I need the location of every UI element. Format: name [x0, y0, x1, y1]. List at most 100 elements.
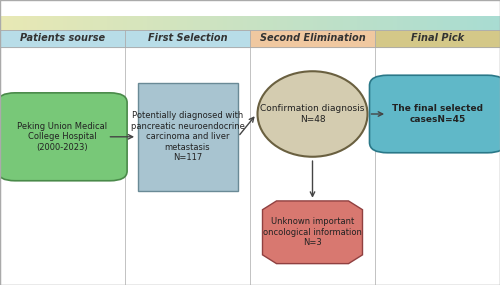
Bar	[375, 30, 500, 47]
Bar	[320, 16, 324, 30]
Bar	[56, 16, 60, 30]
Bar	[24, 16, 26, 30]
Bar	[366, 16, 370, 30]
Bar	[460, 16, 464, 30]
Bar	[26, 16, 30, 30]
Bar	[180, 16, 184, 30]
Ellipse shape	[258, 71, 368, 157]
Bar	[44, 16, 46, 30]
Bar	[254, 16, 256, 30]
Bar	[380, 16, 384, 30]
Bar	[40, 16, 43, 30]
Bar	[374, 16, 376, 30]
Bar	[364, 16, 366, 30]
Bar	[394, 16, 396, 30]
Bar	[104, 16, 106, 30]
Bar	[304, 16, 306, 30]
Bar	[136, 16, 140, 30]
Bar	[256, 16, 260, 30]
Text: Peking Union Medical
College Hospital
(2000-2023): Peking Union Medical College Hospital (2…	[18, 122, 108, 152]
Text: Confirmation diagnosis
N=48: Confirmation diagnosis N=48	[260, 104, 364, 124]
Bar	[260, 16, 264, 30]
Bar	[424, 16, 426, 30]
Bar	[160, 16, 164, 30]
Bar	[264, 16, 266, 30]
FancyBboxPatch shape	[0, 93, 127, 181]
Bar	[330, 16, 334, 30]
Bar	[244, 16, 246, 30]
Bar	[314, 16, 316, 30]
Bar	[426, 16, 430, 30]
Bar	[166, 16, 170, 30]
Bar	[216, 16, 220, 30]
Bar	[464, 16, 466, 30]
Bar	[326, 16, 330, 30]
Bar	[420, 16, 424, 30]
Bar	[454, 16, 456, 30]
Bar	[144, 16, 146, 30]
Bar	[496, 16, 500, 30]
Bar	[356, 16, 360, 30]
Bar	[186, 16, 190, 30]
Bar	[306, 16, 310, 30]
Bar	[246, 16, 250, 30]
Bar	[354, 16, 356, 30]
Bar	[346, 16, 350, 30]
Bar	[406, 16, 410, 30]
Bar	[350, 16, 354, 30]
Bar	[0, 30, 125, 47]
Bar	[54, 16, 56, 30]
Bar	[286, 16, 290, 30]
Bar	[450, 16, 454, 30]
Text: Patients sourse: Patients sourse	[20, 33, 105, 44]
Text: Final Pick: Final Pick	[411, 33, 464, 44]
Bar	[74, 16, 76, 30]
Bar	[146, 16, 150, 30]
Bar	[294, 16, 296, 30]
Bar	[96, 16, 100, 30]
Bar	[100, 16, 103, 30]
Bar	[50, 16, 53, 30]
Bar	[0, 47, 500, 285]
Bar	[138, 83, 237, 191]
Bar	[30, 16, 34, 30]
Bar	[174, 16, 176, 30]
Bar	[204, 16, 206, 30]
Bar	[410, 16, 414, 30]
Bar	[120, 16, 124, 30]
Text: First Selection: First Selection	[148, 33, 228, 44]
Bar	[140, 16, 143, 30]
Bar	[236, 16, 240, 30]
Bar	[86, 16, 90, 30]
Bar	[154, 16, 156, 30]
Bar	[476, 16, 480, 30]
Bar	[414, 16, 416, 30]
Bar	[276, 16, 280, 30]
Bar	[344, 16, 346, 30]
Bar	[386, 16, 390, 30]
Bar	[190, 16, 194, 30]
Bar	[324, 16, 326, 30]
Text: Potentially diagnosed with
pancreatic neuroendocrine
carcinoma and liver
metasta: Potentially diagnosed with pancreatic ne…	[130, 111, 244, 162]
Bar	[300, 16, 304, 30]
Bar	[80, 16, 84, 30]
Bar	[360, 16, 364, 30]
Bar	[416, 16, 420, 30]
Bar	[446, 16, 450, 30]
Bar	[0, 16, 4, 30]
Bar	[200, 16, 203, 30]
Bar	[396, 16, 400, 30]
Bar	[430, 16, 434, 30]
Bar	[400, 16, 404, 30]
Bar	[6, 16, 10, 30]
Bar	[486, 16, 490, 30]
Bar	[124, 16, 126, 30]
Bar	[176, 16, 180, 30]
Bar	[370, 16, 374, 30]
Bar	[404, 16, 406, 30]
Bar	[94, 16, 96, 30]
Bar	[90, 16, 94, 30]
Bar	[126, 16, 130, 30]
Bar	[34, 16, 36, 30]
Bar	[390, 16, 394, 30]
